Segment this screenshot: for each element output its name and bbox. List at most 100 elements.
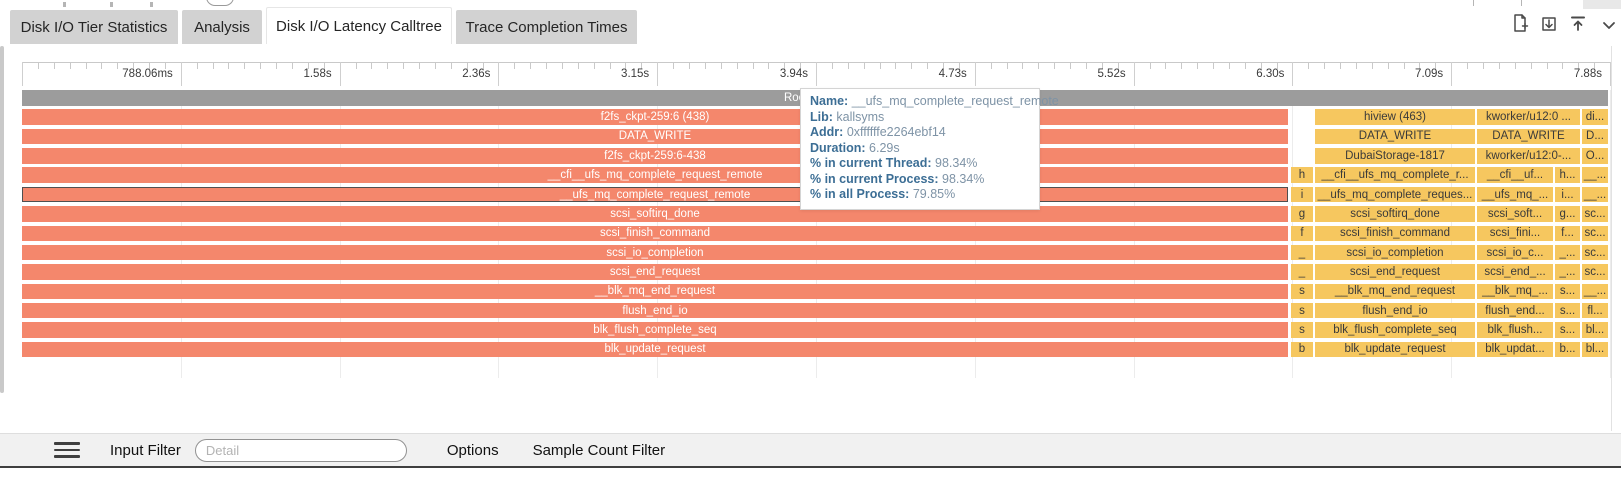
flame-cell-mediumWide[interactable]: kworker/u12:0 ... (1477, 109, 1580, 125)
flame-bar[interactable]: __cfi__ufs_mq_complete_request_remote (22, 167, 1288, 183)
ruler-minor-tick (149, 62, 150, 69)
flame-cell-letter[interactable]: i (1291, 186, 1313, 203)
flame-cell-last[interactable]: sc... (1582, 225, 1608, 241)
flame-cell-last[interactable]: bl... (1582, 341, 1608, 358)
flame-cell-small[interactable]: h... (1555, 167, 1580, 183)
flame-cell-last[interactable]: sc... (1582, 264, 1608, 280)
flame-cell-letter[interactable]: _ (1291, 244, 1313, 261)
flame-bar[interactable]: flush_end_io (22, 302, 1288, 319)
ruler-minor-tick (1260, 62, 1262, 69)
flame-cell-medium[interactable]: __cfi__uf... (1477, 167, 1553, 183)
new-file-icon[interactable] (1510, 13, 1530, 33)
flame-cell-main[interactable]: DubaiStorage-1817 (1315, 148, 1475, 164)
flame-bar[interactable]: scsi_finish_command (22, 225, 1288, 241)
flame-cell-small[interactable]: b... (1555, 341, 1580, 358)
flame-cell-medium[interactable]: __ufs_mq_... (1477, 186, 1553, 203)
tooltip-line: Name: __ufs_mq_complete_request_remote (810, 94, 1059, 108)
flame-cell-mediumWide[interactable]: kworker/u12:0-... (1477, 148, 1580, 164)
flame-cell-letter[interactable]: f (1291, 225, 1313, 241)
flame-cell-last[interactable]: D... (1582, 128, 1608, 145)
flame-cell-last[interactable]: fl... (1582, 302, 1608, 319)
download-icon[interactable] (1539, 13, 1559, 33)
flame-cell-small[interactable]: g... (1555, 206, 1580, 222)
timeline-ruler: 788.06ms 1.58s 2.36s 3.15s 3.94s 4.73s 5.52s 6.… (0, 0, 1621, 100)
flame-cell-main[interactable]: __blk_mq_end_request (1315, 283, 1475, 299)
flame-bar[interactable]: __ufs_mq_complete_request_remote (22, 186, 1288, 203)
flame-bar[interactable]: DATA_WRITE (22, 128, 1288, 145)
flame-bar[interactable]: blk_flush_complete_seq (22, 322, 1288, 338)
flame-cell-small[interactable]: i... (1555, 186, 1580, 203)
flame-cell-letter[interactable]: b (1291, 341, 1313, 358)
flame-cell-medium[interactable]: scsi_io_c... (1477, 244, 1553, 261)
flame-cell-main[interactable]: scsi_finish_command (1315, 225, 1475, 241)
tab-disk-io-latency-calltree[interactable]: Disk I/O Latency Calltree (266, 7, 452, 44)
ruler-minor-tick (863, 62, 865, 69)
flame-cell-small[interactable]: _... (1555, 244, 1580, 261)
ruler-major-tick (1451, 62, 1453, 86)
flame-cell-main[interactable]: DATA_WRITE (1315, 128, 1475, 145)
ruler-minor-tick (1514, 62, 1516, 69)
flame-cell-main[interactable]: scsi_io_completion (1315, 244, 1475, 261)
ruler-major-tick (816, 62, 817, 86)
flame-cell-last[interactable]: __... (1582, 186, 1608, 203)
flame-cell-letter[interactable]: s (1291, 283, 1313, 299)
flame-cell-medium[interactable]: __blk_mq_... (1477, 283, 1553, 299)
flame-bar[interactable]: f2fs_ckpt-259:6-438 (22, 148, 1288, 164)
vertical-scrollbar[interactable] (0, 46, 4, 393)
flame-cell-medium[interactable]: flush_end... (1477, 302, 1553, 319)
flame-cell-last[interactable]: bl... (1582, 322, 1608, 338)
flame-cell-letter[interactable]: s (1291, 322, 1313, 338)
flame-cell-medium[interactable]: blk_flush... (1477, 322, 1553, 338)
flame-cell-medium[interactable]: blk_updat... (1477, 341, 1553, 358)
flame-cell-main[interactable]: blk_flush_complete_seq (1315, 322, 1475, 338)
tab-disk-io-tier-statistics[interactable]: Disk I/O Tier Statistics (10, 10, 178, 44)
flame-cell-small[interactable]: s... (1555, 283, 1580, 299)
flame-bar[interactable]: f2fs_ckpt-259:6 (438) (22, 109, 1288, 125)
detail-filter-input[interactable] (194, 438, 407, 462)
flame-cell-medium[interactable]: scsi_fini... (1477, 225, 1553, 241)
flame-cell-last[interactable]: sc... (1582, 206, 1608, 222)
collapse-to-top-icon[interactable] (1568, 13, 1588, 33)
flame-cell-last[interactable]: O... (1582, 148, 1608, 164)
flame-cell-medium[interactable]: scsi_end_... (1477, 264, 1553, 280)
flame-bar[interactable]: scsi_io_completion (22, 244, 1288, 261)
flame-cell-last[interactable]: __... (1582, 167, 1608, 183)
ruler-minor-tick (1086, 62, 1087, 69)
flame-cell-small[interactable]: f... (1555, 225, 1580, 241)
tab-analysis[interactable]: Analysis (182, 10, 262, 44)
flame-cell-last[interactable]: __... (1582, 283, 1608, 299)
chevron-down-icon[interactable] (1599, 16, 1619, 36)
flame-bar[interactable]: scsi_softirq_done (22, 206, 1288, 222)
ruler-minor-tick (768, 62, 770, 69)
flame-cell-main[interactable]: hiview (463) (1315, 109, 1475, 125)
sample-count-filter-button[interactable]: Sample Count Filter (532, 441, 666, 459)
flame-cell-medium[interactable]: scsi_soft... (1477, 206, 1553, 222)
flame-cell-last[interactable]: sc... (1582, 244, 1608, 261)
flame-cell-main[interactable]: __cfi__ufs_mq_complete_r... (1315, 167, 1475, 183)
ruler-minor-tick (943, 62, 944, 69)
ruler-minor-tick (69, 62, 71, 69)
flame-cell-main[interactable]: flush_end_io (1315, 302, 1475, 319)
flame-cell-last[interactable]: di... (1582, 109, 1608, 125)
flame-cell-main[interactable]: blk_update_request (1315, 341, 1475, 358)
flame-cell-letter[interactable]: _ (1291, 264, 1313, 280)
menu-icon[interactable] (54, 442, 80, 458)
flame-bar[interactable]: __blk_mq_end_request (22, 283, 1288, 299)
tab-trace-completion-times[interactable]: Trace Completion Times (456, 10, 637, 44)
flame-cell-mediumWide[interactable]: DATA_WRITE (1477, 128, 1580, 145)
flame-cell-small[interactable]: s... (1555, 302, 1580, 319)
flame-bar[interactable]: scsi_end_request (22, 264, 1288, 280)
flame-bar[interactable]: blk_update_request (22, 341, 1288, 358)
flame-cell-letter[interactable]: g (1291, 206, 1313, 222)
flame-cell-main[interactable]: scsi_end_request (1315, 264, 1475, 280)
ruler-minor-tick (673, 62, 675, 69)
flame-cell-small[interactable]: _... (1555, 264, 1580, 280)
ruler-minor-tick (1070, 62, 1072, 69)
flame-cell-small[interactable]: s... (1555, 322, 1580, 338)
flame-cell-letter[interactable]: h (1291, 167, 1313, 183)
flame-cell-main[interactable]: __ufs_mq_complete_reques... (1315, 186, 1475, 203)
options-button[interactable]: Options (446, 441, 499, 459)
flame-cell-letter[interactable]: s (1291, 302, 1313, 319)
ruler-minor-tick (641, 62, 643, 69)
flame-cell-main[interactable]: scsi_softirq_done (1315, 206, 1475, 222)
